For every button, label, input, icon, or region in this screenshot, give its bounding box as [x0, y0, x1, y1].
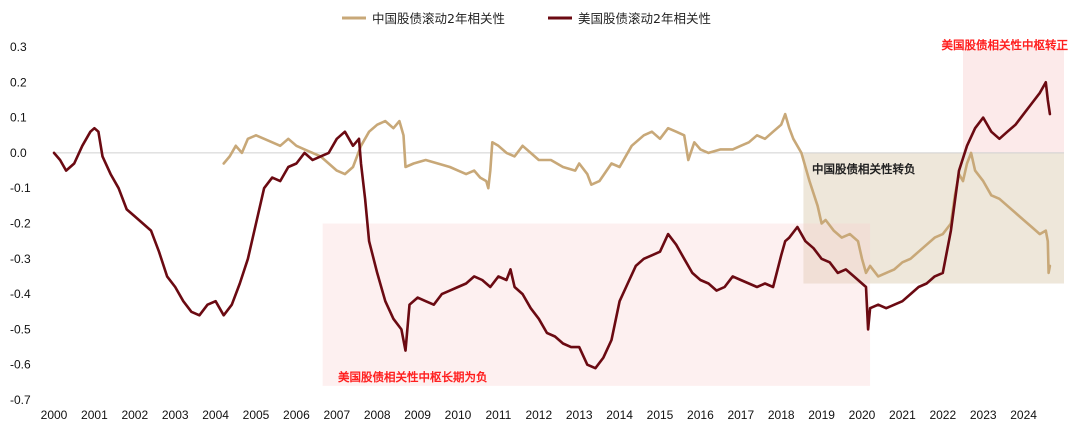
- x-tick-label: 2021: [889, 408, 916, 422]
- x-tick-label: 2005: [243, 408, 270, 422]
- x-tick-label: 2020: [849, 408, 876, 422]
- legend-label-1: 美国股债滚动2年相关性: [578, 11, 711, 26]
- series-line-0: [222, 112, 1052, 278]
- y-tick-label: -0.2: [10, 217, 31, 231]
- annotation-box-2: [322, 223, 871, 386]
- x-tick-label: 2014: [606, 408, 633, 422]
- series-line-1: [52, 81, 1052, 370]
- y-tick-label: -0.4: [10, 287, 31, 301]
- legend-label-0: 中国股债滚动2年相关性: [372, 11, 505, 26]
- x-tick-label: 2011: [485, 408, 511, 422]
- x-tick-label: 2024: [1010, 408, 1037, 422]
- x-tick-label: 2003: [162, 408, 189, 422]
- x-tick-label: 2007: [323, 408, 350, 422]
- y-tick-label: -0.5: [10, 322, 31, 336]
- x-tick-label: 2017: [727, 408, 754, 422]
- x-tick-label: 2006: [283, 408, 310, 422]
- x-tick-label: 2000: [41, 408, 68, 422]
- y-tick-label: -0.6: [10, 358, 31, 372]
- y-tick-label: 0.1: [10, 111, 27, 125]
- annotation-label-1: 中国股债相关性转负: [812, 162, 916, 176]
- x-tick-label: 2002: [121, 408, 148, 422]
- x-tick-label: 2010: [445, 408, 472, 422]
- x-tick-label: 2018: [768, 408, 795, 422]
- x-tick-label: 2015: [647, 408, 674, 422]
- y-tick-label: 0.3: [10, 40, 27, 54]
- x-tick-label: 2019: [808, 408, 835, 422]
- x-tick-label: 2016: [687, 408, 714, 422]
- x-tick-label: 2022: [929, 408, 956, 422]
- x-tick-label: 2023: [970, 408, 997, 422]
- annotation-label-0: 美国股债相关性中枢转正: [942, 38, 1069, 52]
- y-tick-label: -0.1: [10, 181, 31, 195]
- y-tick-label: 0.2: [10, 75, 27, 89]
- annotation-label-2: 美国股债相关性中枢长期为负: [338, 370, 488, 384]
- x-tick-label: 2013: [566, 408, 593, 422]
- y-tick-label: -0.7: [10, 393, 31, 407]
- x-tick-label: 2009: [404, 408, 431, 422]
- y-tick-label: -0.3: [10, 252, 31, 266]
- x-tick-label: 2004: [202, 408, 229, 422]
- x-tick-label: 2008: [364, 408, 391, 422]
- y-tick-label: 0.0: [10, 146, 27, 160]
- x-tick-label: 2012: [525, 408, 552, 422]
- x-tick-label: 2001: [81, 408, 108, 422]
